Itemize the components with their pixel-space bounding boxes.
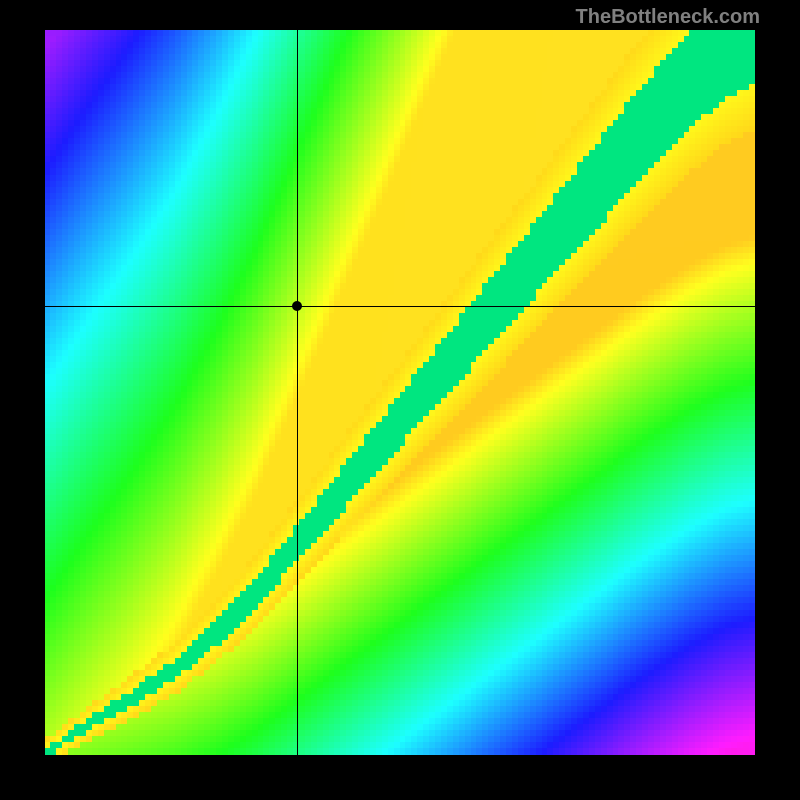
watermark-text: TheBottleneck.com bbox=[576, 6, 760, 29]
crosshair-marker bbox=[292, 301, 302, 311]
crosshair-vertical bbox=[297, 30, 298, 755]
heatmap-plot bbox=[45, 30, 755, 755]
crosshair-horizontal bbox=[45, 306, 755, 307]
heatmap-canvas bbox=[45, 30, 755, 755]
